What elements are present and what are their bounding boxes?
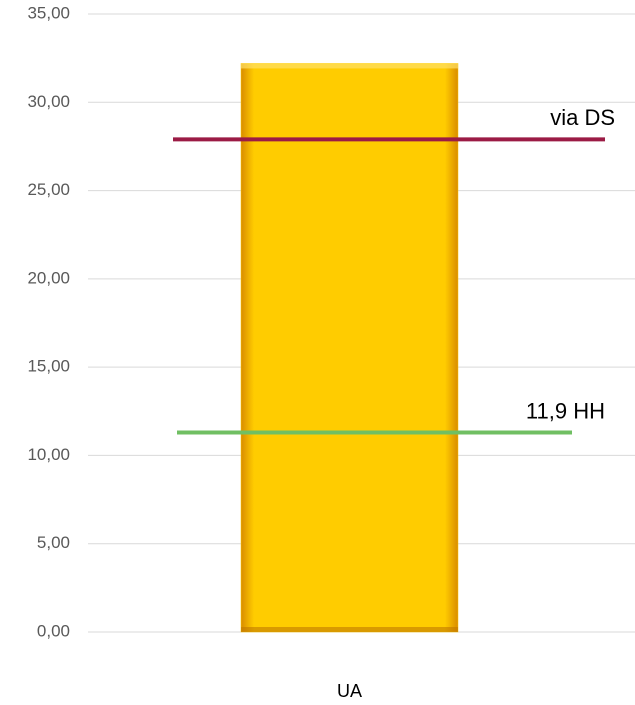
bar-bevel-top [241, 63, 458, 69]
y-tick-label: 25,00 [27, 180, 70, 199]
y-tick-label: 15,00 [27, 357, 70, 376]
y-tick-label: 5,00 [37, 533, 70, 552]
y-tick-label: 0,00 [37, 621, 70, 640]
bar [240, 63, 459, 633]
y-tick-label: 10,00 [27, 445, 70, 464]
y-tick-label: 20,00 [27, 268, 70, 287]
x-tick-label: UA [337, 681, 362, 701]
y-tick-label: 30,00 [27, 92, 70, 111]
bar-bevel-bottom [241, 627, 458, 632]
y-tick-label: 35,00 [27, 3, 70, 22]
annotation: via DS [550, 105, 615, 130]
annotation: 11,9 HH [526, 398, 605, 423]
